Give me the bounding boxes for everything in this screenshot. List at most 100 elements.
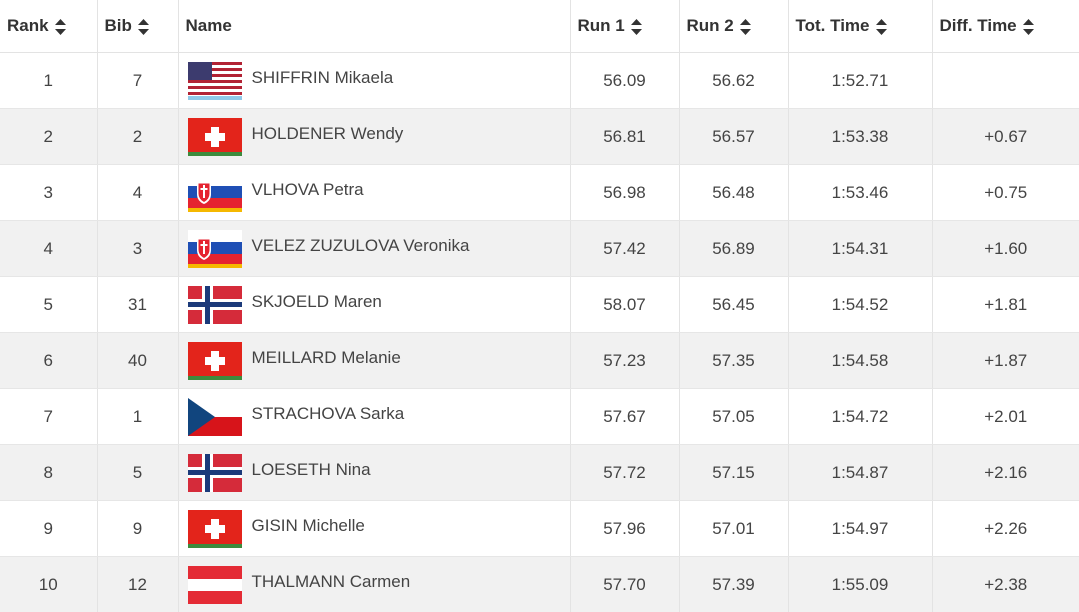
- athlete-name-cell: VELEZ ZUZULOVA Veronika: [178, 220, 571, 277]
- bib-cell: 31: [97, 276, 179, 333]
- flag: [188, 454, 242, 492]
- result-row: 1 7 SHIFFRIN Mikaela 56.09 56.62 1:52.71: [0, 52, 1079, 109]
- table-head: Rank Bib Name Run 1 Run 2 Tot. Time Diff…: [0, 0, 1079, 53]
- header-label: Tot. Time: [795, 16, 870, 35]
- run-2-cell: 56.45: [679, 276, 789, 333]
- bib-cell: 3: [97, 220, 179, 277]
- run-1-cell: 58.07: [570, 276, 680, 333]
- athlete-name: STRACHOVA Sarka: [251, 403, 405, 423]
- sort-icon: [1023, 19, 1034, 35]
- athlete: THALMANN Carmen: [188, 566, 570, 604]
- flag: [188, 510, 242, 548]
- athlete-name-cell: STRACHOVA Sarka: [178, 388, 571, 445]
- athlete: LOESETH Nina: [188, 454, 570, 492]
- run-2-cell: 56.62: [679, 52, 789, 109]
- athlete-name: VLHOVA Petra: [251, 179, 364, 199]
- bib-cell: 5: [97, 444, 179, 501]
- athlete: VLHOVA Petra: [188, 174, 570, 212]
- sort-icon: [740, 19, 751, 35]
- bib-cell: 7: [97, 52, 179, 109]
- run-2-cell: 56.48: [679, 164, 789, 221]
- rank-cell: 7: [0, 388, 98, 445]
- athlete-name-cell: THALMANN Carmen: [178, 556, 571, 612]
- total-time-cell: 1:54.31: [788, 220, 933, 277]
- flag: [188, 566, 242, 604]
- rank-cell: 1: [0, 52, 98, 109]
- header-row: Rank Bib Name Run 1 Run 2 Tot. Time Diff…: [0, 0, 1079, 53]
- run-1-cell: 57.70: [570, 556, 680, 612]
- rank-cell: 8: [0, 444, 98, 501]
- athlete: MEILLARD Melanie: [188, 342, 570, 380]
- result-row: 7 1 STRACHOVA Sarka 57.67 57.05 1:54.72 +2.01: [0, 388, 1079, 445]
- sort-icon: [631, 19, 642, 35]
- run-1-cell: 57.67: [570, 388, 680, 445]
- sort-icon: [55, 19, 66, 35]
- athlete: VELEZ ZUZULOVA Veronika: [188, 230, 570, 268]
- run-2-cell: 57.35: [679, 332, 789, 389]
- rank-cell: 2: [0, 108, 98, 165]
- rank-cell: 9: [0, 500, 98, 557]
- column-header[interactable]: Tot. Time: [788, 0, 933, 53]
- result-row: 3 4 VLHOVA Petra 56.98 56.48 1:53.46 +0.75: [0, 164, 1079, 221]
- run-2-cell: 56.57: [679, 108, 789, 165]
- header-label: Bib: [104, 16, 132, 35]
- rank-cell: 5: [0, 276, 98, 333]
- run-1-cell: 57.72: [570, 444, 680, 501]
- athlete-name: HOLDENER Wendy: [251, 123, 404, 143]
- athlete: SKJOELD Maren: [188, 286, 570, 324]
- run-1-cell: 57.23: [570, 332, 680, 389]
- athlete: SHIFFRIN Mikaela: [188, 62, 570, 100]
- result-row: 2 2 HOLDENER Wendy 56.81 56.57 1:53.38 +0.67: [0, 108, 1079, 165]
- flag: [188, 286, 242, 324]
- header-label: Diff. Time: [939, 16, 1017, 35]
- total-time-cell: 1:54.72: [788, 388, 933, 445]
- column-header[interactable]: Run 2: [679, 0, 789, 53]
- athlete-name-cell: LOESETH Nina: [178, 444, 571, 501]
- column-header[interactable]: Rank: [0, 0, 98, 53]
- diff-time-cell: +1.87: [932, 332, 1079, 389]
- diff-time-cell: +2.38: [932, 556, 1079, 612]
- athlete-name-cell: HOLDENER Wendy: [178, 108, 571, 165]
- athlete-name: THALMANN Carmen: [251, 571, 411, 591]
- result-row: 9 9 GISIN Michelle 57.96 57.01 1:54.97 +2.26: [0, 500, 1079, 557]
- athlete: GISIN Michelle: [188, 510, 570, 548]
- run-1-cell: 57.42: [570, 220, 680, 277]
- header-label: Run 2: [686, 16, 734, 35]
- bib-cell: 12: [97, 556, 179, 612]
- run-2-cell: 57.05: [679, 388, 789, 445]
- athlete: STRACHOVA Sarka: [188, 398, 570, 436]
- total-time-cell: 1:53.38: [788, 108, 933, 165]
- flag: [188, 62, 242, 100]
- rank-cell: 6: [0, 332, 98, 389]
- total-time-cell: 1:54.52: [788, 276, 933, 333]
- total-time-cell: 1:55.09: [788, 556, 933, 612]
- run-2-cell: 56.89: [679, 220, 789, 277]
- diff-time-cell: +1.60: [932, 220, 1079, 277]
- athlete-name-cell: GISIN Michelle: [178, 500, 571, 557]
- athlete-name: LOESETH Nina: [251, 459, 371, 479]
- athlete-name: VELEZ ZUZULOVA Veronika: [251, 235, 470, 255]
- flag: [188, 230, 242, 268]
- diff-time-cell: +1.81: [932, 276, 1079, 333]
- diff-time-cell: [932, 52, 1079, 109]
- athlete-name: GISIN Michelle: [251, 515, 365, 535]
- bib-cell: 4: [97, 164, 179, 221]
- flag: [188, 342, 242, 380]
- athlete-name-cell: MEILLARD Melanie: [178, 332, 571, 389]
- table-body: 1 7 SHIFFRIN Mikaela 56.09 56.62 1:52.71 2 2 HOL…: [0, 52, 1079, 612]
- rank-cell: 4: [0, 220, 98, 277]
- run-1-cell: 57.96: [570, 500, 680, 557]
- column-header[interactable]: Bib: [97, 0, 179, 53]
- total-time-cell: 1:52.71: [788, 52, 933, 109]
- column-header[interactable]: Diff. Time: [932, 0, 1079, 53]
- run-2-cell: 57.01: [679, 500, 789, 557]
- total-time-cell: 1:54.97: [788, 500, 933, 557]
- bib-cell: 9: [97, 500, 179, 557]
- result-row: 6 40 MEILLARD Melanie 57.23 57.35 1:54.58 +1.8…: [0, 332, 1079, 389]
- bib-cell: 1: [97, 388, 179, 445]
- rank-cell: 3: [0, 164, 98, 221]
- column-header[interactable]: Run 1: [570, 0, 680, 53]
